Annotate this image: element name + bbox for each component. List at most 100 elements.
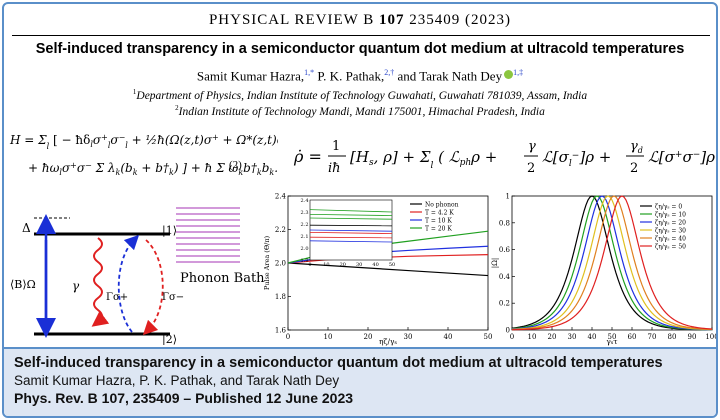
x-tick-label: 0 [510, 333, 514, 341]
legend-label: No phonon [425, 202, 459, 209]
x-tick-label: 0 [286, 333, 290, 341]
x-axis-label: ηζ/γₛ [379, 337, 398, 346]
inset-y-tick-label: 2.2 [301, 222, 309, 228]
svg-text:ρ̇ =: ρ̇ = [293, 147, 322, 166]
header-rule [12, 35, 710, 36]
affiliation-text: Indian Institute of Technology Mandi, Ma… [178, 105, 545, 118]
x-tick-label: 50 [608, 333, 617, 341]
svg-text:γ: γ [528, 139, 536, 154]
equation-number: (2) [229, 159, 242, 171]
author-name[interactable]: and Tarak Nath Dey [397, 68, 503, 84]
x-tick-label: 40 [588, 333, 597, 341]
svg-text:iħ: iħ [328, 161, 341, 176]
y-axis-label: |Ω| [491, 258, 499, 269]
inset-x-tick-label: 50 [389, 262, 395, 268]
inset-line [309, 236, 393, 239]
orcid-icon[interactable] [504, 70, 514, 80]
banner-citation[interactable]: Phys. Rev. B 107, 235409 – Published 12 … [14, 390, 354, 406]
x-tick-label: 20 [364, 333, 373, 341]
inset-y-tick-label: 2.3 [301, 210, 309, 216]
y-tick-label: 0.2 [499, 300, 510, 308]
series-line [287, 262, 489, 277]
detuning-label: Δ [22, 221, 31, 235]
inset-x-tick-label: 30 [356, 262, 362, 268]
phonon-up-arrow [117, 234, 140, 333]
rabi-envelope-chart: 0 10 20 30 40 50 60 70 80 90 100 0 0.2 0.4 0.6 0.8 1 γₛτ |… [491, 193, 718, 347]
spontaneous-decay-arrow [91, 237, 110, 327]
author-name[interactable]: Samit Kumar Hazra, [196, 68, 305, 84]
x-tick-label: 100 [705, 333, 718, 341]
banner-title[interactable]: Self-induced transparency in a semicondu… [14, 355, 663, 371]
inset-x-tick-label: 40 [372, 262, 378, 268]
svg-text:1: 1 [332, 139, 340, 154]
y-tick-label: 2.2 [275, 226, 286, 234]
phonon-bath-levels [176, 207, 240, 263]
x-tick-label: 30 [404, 333, 413, 341]
inset-x-tick-label: 10 [323, 262, 329, 268]
legend-label: T = 10 K [425, 218, 452, 225]
y-tick-label: 0.6 [499, 246, 511, 254]
legend-label: ζη/γₛ = 0 [655, 204, 682, 211]
affiliation-text: Department of Physics, Indian Institute … [136, 89, 588, 102]
gamma-label: γ [72, 279, 80, 293]
hamiltonian-equation: H = Σl [ − ħδlσ+lσ−l + ½ħ(Ω(z,t)σ+ + Ω*(… [9, 133, 278, 177]
level-1-label: |1⟩ [162, 224, 177, 238]
author-mark: 1,‡ [513, 68, 524, 77]
y-tick-label: 1 [506, 193, 510, 201]
level-2-label: |2⟩ [162, 333, 177, 345]
inset-line [309, 232, 393, 234]
legend-label: ζη/γₛ = 20 [655, 220, 686, 227]
gamma-plus-label: Γσ+ [106, 292, 128, 303]
inset-y-tick-label: 2.0 [301, 246, 309, 252]
series-line [511, 195, 713, 331]
x-axis-label: γₛτ [606, 337, 617, 346]
x-tick-label: 10 [324, 333, 333, 341]
author-list: Samit Kumar Hazra,1,* P. K. Pathak,2,† a… [4, 68, 716, 84]
y-tick-label: 2.0 [275, 260, 286, 268]
svg-text:+ ħωlσ+σ− Σ λk(bk + b†k) ] + ħ: + ħωlσ+σ− Σ λk(bk + b†k) ] + ħ Σ ωkb†kbk… [28, 161, 278, 177]
affiliation: 1Department of Physics, Indian Institute… [4, 88, 716, 102]
legend-label: ζη/γₛ = 50 [655, 244, 686, 251]
journal-name: PHYSICAL REVIEW B [208, 12, 375, 28]
y-tick-label: 1.6 [275, 327, 287, 335]
x-tick-label: 90 [688, 333, 697, 341]
x-tick-label: 20 [548, 333, 557, 341]
author-name[interactable]: P. K. Pathak, [317, 68, 385, 84]
svg-text:[Hs, ρ] + Σl ( ℒphρ +: [Hs, ρ] + Σl ( ℒphρ + [350, 148, 497, 171]
legend-label: T = 4.2 K [425, 210, 454, 217]
x-tick-label: 30 [568, 333, 577, 341]
inset-line [309, 224, 393, 227]
banner-authors: Samit Kumar Hazra, P. K. Pathak, and Tar… [14, 373, 340, 388]
legend-label: ζη/γₛ = 30 [655, 228, 686, 235]
inset-line [309, 217, 393, 220]
x-tick-label: 50 [484, 333, 493, 341]
svg-text:2: 2 [630, 161, 638, 176]
inset-y-tick-label: 1.9 [301, 258, 309, 264]
x-tick-label: 10 [528, 333, 537, 341]
phonon-bath-label: Phonon Bath [180, 271, 265, 286]
series-line [511, 195, 713, 331]
journal-article: 235409 (2023) [409, 12, 512, 28]
citation-banner: Self-induced transparency in a semicondu… [4, 347, 716, 416]
x-tick-label: 70 [648, 333, 657, 341]
svg-text:2: 2 [527, 161, 535, 176]
inset-y-tick-label: 2.1 [301, 234, 309, 240]
x-tick-label: 80 [668, 333, 677, 341]
y-tick-label: 0.4 [499, 273, 511, 281]
gamma-minus-label: Γσ− [162, 292, 184, 303]
series-line [511, 195, 713, 331]
legend-label: ζη/γₛ = 10 [655, 212, 686, 219]
affiliation-mark: 1 [132, 88, 137, 96]
y-tick-label: 0 [506, 327, 510, 335]
y-axis-label: Pulse Area (Θ/π) [263, 235, 271, 290]
author-mark: 2,† [384, 68, 395, 77]
inset-line [309, 240, 393, 243]
svg-text:ℒ[σl−]ρ +: ℒ[σl−]ρ + [542, 148, 611, 169]
author-mark: 1,* [304, 68, 315, 77]
energy-level-diagram: Δ |1⟩ |2⟩ ⟨B⟩Ω γ Γσ+ Γσ− [10, 207, 265, 345]
y-tick-label: 1.8 [275, 293, 286, 301]
master-equation: ρ̇ = 1 iħ [Hs, ρ] + Σl ( ℒphρ + γ 2 ℒ[σl… [293, 139, 716, 176]
paper-title: Self-induced transparency in a semicondu… [35, 41, 685, 57]
inset-y-tick-label: 2.4 [301, 198, 309, 204]
